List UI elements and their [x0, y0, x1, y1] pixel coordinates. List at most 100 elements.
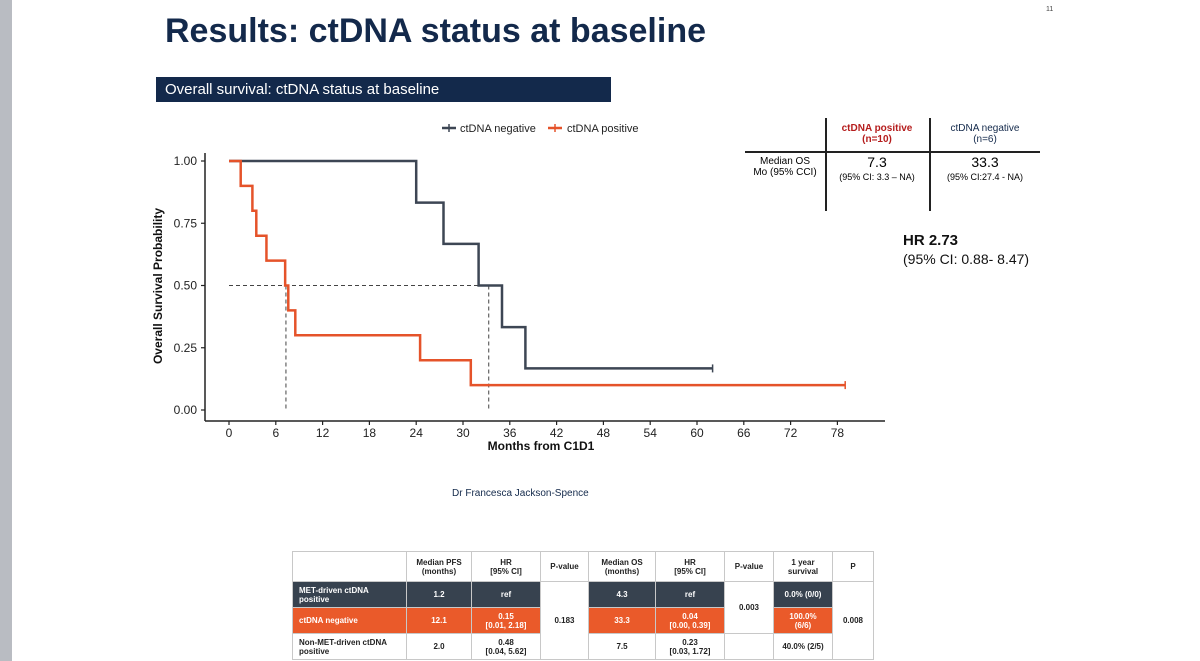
row-label-2: positive [299, 594, 330, 604]
x-tick-label: 48 [597, 426, 611, 440]
header-hr-pfs-2: [95% CI] [490, 566, 522, 576]
summary-col1-header-line2: (n=10) [862, 134, 892, 145]
row-label: Non-MET-driven ctDNA positive [292, 633, 407, 660]
header-blank [292, 551, 407, 582]
x-tick-label: 0 [226, 426, 233, 440]
cell-pvalue-os-empty [724, 633, 774, 660]
header-hr-os: HR [95% CI] [655, 551, 725, 582]
summary-col1-median: 7.3 [867, 154, 887, 170]
summary-divider-2 [929, 118, 931, 211]
x-tick-label: 42 [550, 426, 564, 440]
summary-col2-ci: (95% CI:27.4 - NA) [946, 172, 1024, 182]
header-median-os-2: (months) [604, 566, 640, 576]
cell-hr-os-a: ref [684, 590, 696, 599]
cell-hr-pfs-a: 0.15 [498, 611, 514, 621]
cell-surv-b: (6/6) [794, 620, 812, 630]
summary-row-label: Median OS Mo (95% CCI) [745, 156, 825, 178]
y-axis-label: Overall Survival Probability [151, 208, 165, 364]
summary-col2-value: 33.3 (95% CI:27.4 - NA) [931, 154, 1039, 182]
summary-divider-1 [825, 118, 827, 211]
header-hr-pfs-1: HR [500, 557, 512, 567]
header-surv-2: survival [787, 566, 819, 576]
y-tick-label: 0.50 [174, 279, 198, 293]
table-row: MET-driven ctDNA positive 1.2 ref 0.183 4… [292, 581, 874, 660]
cell-surv: 40.0% (2/5) [773, 633, 833, 660]
row-label: MET-driven ctDNA positive [292, 581, 407, 608]
x-ticks: 0 6 12 18 24 30 36 42 48 54 60 66 72 78 [226, 421, 845, 440]
row-label-1: ctDNA negative [299, 616, 358, 625]
header-median-pfs: Median PFS (months) [406, 551, 472, 582]
cell-os: 7.5 [588, 633, 656, 660]
cell-hr-pfs-b: [0.04, 5.62] [485, 646, 527, 656]
summary-row-label-line1: Median OS [759, 156, 811, 167]
cell-surv-a: 40.0% (2/5) [782, 642, 824, 651]
slide-title: Results: ctDNA status at baseline [165, 12, 706, 50]
cell-surv-a: 0.0% (0/0) [784, 590, 822, 599]
cell-pfs: 2.0 [406, 633, 472, 660]
cell-pfs: 12.1 [406, 607, 472, 634]
header-median-pfs-2: (months) [421, 566, 457, 576]
summary-col2-header-line1: ctDNA negative [950, 123, 1020, 134]
x-tick-label: 30 [456, 426, 470, 440]
author-credit: Dr Francesca Jackson-Spence [452, 488, 589, 499]
summary-col1-header-line1: ctDNA positive [841, 123, 913, 134]
left-edge-bar [0, 0, 12, 661]
cell-hr-pfs: ref [471, 581, 541, 608]
cell-hr-os-a: 0.04 [682, 611, 698, 621]
section-banner: Overall survival: ctDNA status at baseli… [156, 77, 611, 102]
cell-hr-os: 0.23 [0.03, 1.72] [655, 633, 725, 660]
table-row: Non-MET-driven ctDNA positive 2.0 0.48 [0.… [292, 633, 874, 660]
header-hr-os-2: [95% CI] [674, 566, 706, 576]
legend-label-negative: ctDNA negative [460, 123, 536, 135]
summary-col1-ci: (95% CI: 3.3 – NA) [839, 172, 915, 182]
header-hr-os-1: HR [684, 557, 696, 567]
cell-hr-os-b: [0.00, 0.39] [669, 620, 711, 630]
hazard-ratio: HR 2.73 [903, 232, 959, 249]
y-tick-label: 0.25 [174, 341, 198, 355]
summary-col2-header: ctDNA negative (n=6) [931, 123, 1039, 145]
summary-header-divider [745, 151, 1040, 153]
km-curve-negative [229, 159, 713, 370]
page-number: 11 [1046, 6, 1054, 13]
summary-row-label-line2: Mo (95% CCI) [753, 167, 817, 178]
cell-os: 4.3 [588, 581, 656, 608]
y-tick-label: 0.75 [174, 216, 198, 230]
cell-p: 0.008 [832, 581, 874, 660]
chart-legend: ctDNA negative ctDNA positive [442, 123, 639, 135]
cell-pvalue-os: 0.003 [724, 581, 774, 634]
row-label-1: Non-MET-driven ctDNA [299, 637, 387, 647]
row-label: ctDNA negative [292, 607, 407, 634]
summary-col2-median: 33.3 [971, 154, 999, 170]
cell-hr-pfs: 0.48 [0.04, 5.62] [471, 633, 541, 660]
cell-hr-pfs-b: [0.01, 2.18] [485, 620, 527, 630]
cell-surv: 0.0% (0/0) [773, 581, 833, 608]
summary-col1-header: ctDNA positive (n=10) [825, 123, 929, 145]
header-median-pfs-1: Median PFS [416, 557, 462, 567]
cell-pvalue-pfs: 0.183 [540, 581, 589, 660]
header-1yr-survival: 1 year survival [773, 551, 833, 582]
cell-surv: 100.0% (6/6) [773, 607, 833, 634]
x-tick-label: 66 [737, 426, 751, 440]
row-label-1: MET-driven ctDNA [299, 585, 369, 595]
x-tick-label: 18 [363, 426, 377, 440]
x-axis-label: Months from C1D1 [488, 439, 595, 453]
summary-col1-value: 7.3 (95% CI: 3.3 – NA) [825, 154, 929, 182]
median-lines [229, 285, 490, 410]
header-pvalue-os: P-value [724, 551, 774, 582]
x-tick-label: 60 [690, 426, 704, 440]
header-hr-pfs: HR [95% CI] [471, 551, 541, 582]
x-tick-label: 54 [644, 426, 658, 440]
summary-col2-header-line2: (n=6) [973, 134, 997, 145]
cell-hr-os: ref [655, 581, 725, 608]
cell-hr-os-b: [0.03, 1.72] [669, 646, 711, 656]
legend-label-positive: ctDNA positive [567, 123, 639, 135]
x-tick-label: 24 [410, 426, 424, 440]
header-median-os: Median OS (months) [588, 551, 656, 582]
hazard-ratio-ci: (95% CI: 0.88- 8.47) [903, 251, 1030, 267]
row-label-2: positive [299, 646, 330, 656]
survival-curves [229, 159, 846, 390]
x-tick-label: 78 [831, 426, 845, 440]
x-tick-label: 6 [272, 426, 279, 440]
header-p: P [832, 551, 874, 582]
